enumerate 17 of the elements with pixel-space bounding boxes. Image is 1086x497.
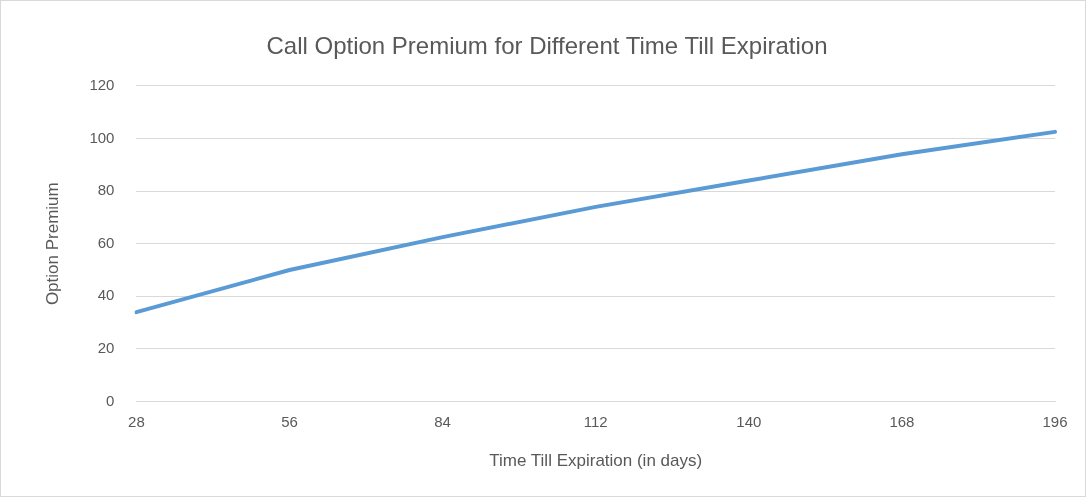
x-axis-title: Time Till Expiration (in days) bbox=[489, 451, 703, 471]
y-tick-label: 80 bbox=[97, 181, 115, 199]
x-tick-label: 56 bbox=[281, 412, 298, 430]
x-tick-label: 28 bbox=[128, 412, 145, 430]
y-tick-label: 20 bbox=[97, 339, 115, 357]
y-tick-label: 40 bbox=[97, 286, 115, 304]
y-tick-label: 0 bbox=[106, 391, 115, 409]
x-tick-label: 112 bbox=[583, 412, 608, 430]
x-tick-label: 196 bbox=[1042, 412, 1068, 430]
chart-title: Call Option Premium for Different Time Till Expiration bbox=[266, 32, 828, 60]
y-tick-label: 100 bbox=[89, 128, 115, 146]
y-tick-label: 120 bbox=[89, 75, 115, 93]
x-tick-label: 140 bbox=[736, 412, 762, 430]
x-tick-label: 84 bbox=[434, 412, 451, 430]
y-tick-label: 60 bbox=[97, 233, 115, 251]
x-tick-label: 168 bbox=[889, 412, 915, 430]
y-axis-title: Option Premium bbox=[42, 182, 62, 306]
